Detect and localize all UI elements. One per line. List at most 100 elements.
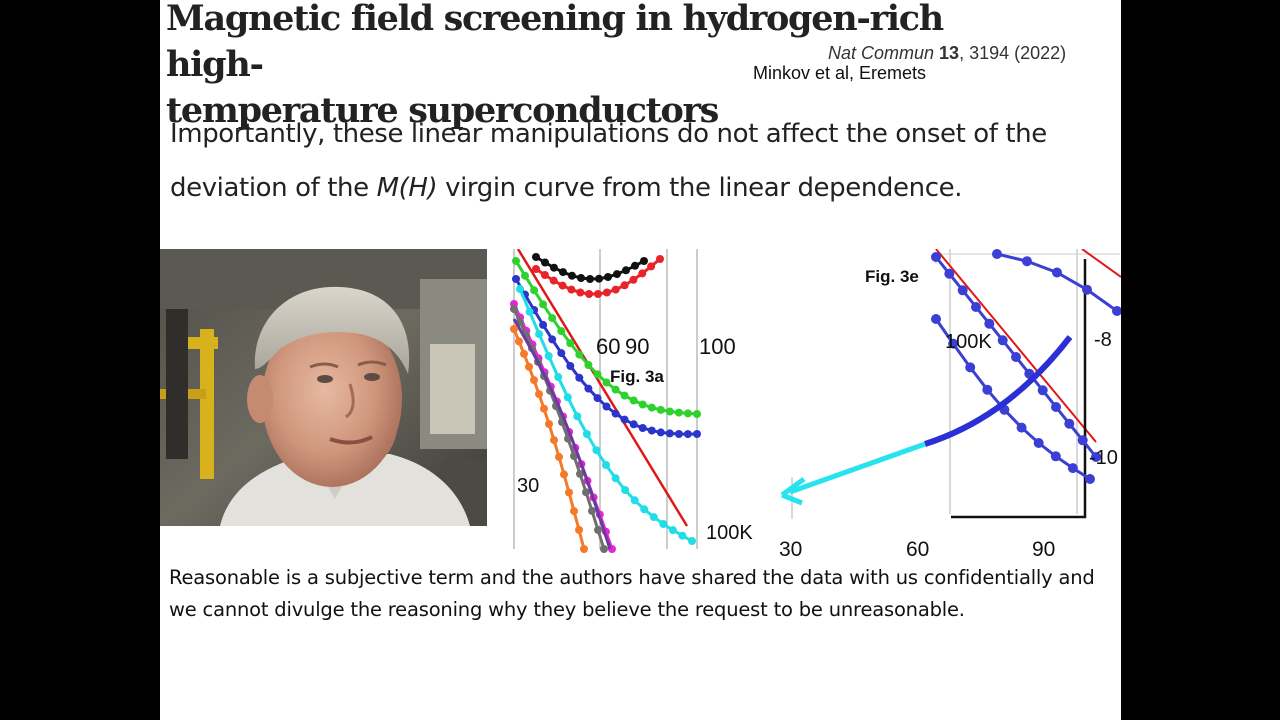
curve-3e-upper-point [997,335,1008,346]
curve-green-point [557,327,566,336]
curve-blue-point [566,362,575,370]
curve-green-point [593,370,602,379]
curve-black-point [541,258,549,267]
paper-title-line2: temperature superconductors [166,90,719,131]
curve-green-point [584,361,593,369]
curve-black-point [640,257,648,265]
fig-3a-tick-label: 90 [625,334,649,359]
curve-red-point [567,285,576,294]
curve-3e-lower-point [1016,422,1027,433]
journal-pages-year: , 3194 (2022) [959,43,1067,63]
curve-black-point [568,271,576,280]
highlight-arrow [789,441,926,495]
curve-3e-upper-point [1077,435,1088,446]
curve-green-point [521,271,529,280]
curve-orange-point [535,390,543,399]
curve-3e-upper-point [971,302,981,312]
curve-blue-point [557,349,566,358]
curve-orange-point [570,507,578,516]
curve-green-point [512,257,520,265]
journal-citation: Nat Commun 13, 3194 (2022) [828,43,1066,64]
curve-3e-lower-point [1067,463,1078,474]
quote-part1: Importantly, these linear manipulations … [170,119,1047,203]
curve-green-point [629,396,638,405]
curve-cyan-point [602,461,610,469]
quote-italic: M(H) [376,173,438,203]
curve-cyan-point [668,526,677,535]
curve-red-point [647,262,656,271]
curve-black-point [532,253,540,261]
fig-3e-curve-label: 100K [945,331,992,353]
curve-green-point [620,391,629,400]
curve-orange-point [580,545,588,553]
curve-black-point [550,263,558,272]
curve-3e-lower-point [965,362,976,373]
curve-3e-upper-point [1037,385,1048,396]
curve-green-point [548,314,557,323]
axis-frame [951,259,1087,519]
curve-red-point [576,288,585,297]
curve-green-point [530,286,539,295]
fit-line [516,249,689,527]
journal-name: Nat Commun [828,43,935,63]
curve-green-point [665,407,674,416]
curve-3e-top-point [1082,284,1092,295]
arrow-head-icon [780,476,806,506]
curve-green-point [638,400,647,409]
curve-cyan-point [544,352,553,360]
curve-3e-lower-point [1050,451,1061,462]
curve-3e-upper-point [1064,418,1075,429]
authors: Minkov et al, Eremets [753,63,927,83]
curve-orange-point [515,337,523,346]
curve-3e-lower-point [982,384,993,395]
journal-volume: 13 [939,43,960,63]
curve-orange-point [560,470,568,479]
curve-black-point [577,274,585,282]
curve-green-point [611,385,620,394]
fig-3e-x-tick: 30 [779,538,802,561]
statement-text: Reasonable is a subjective term and the … [169,566,1095,621]
curve-3e-upper-point [984,318,995,329]
curve-3e-top-point [992,249,1002,259]
curve-gray-point [594,525,602,534]
curve-gray-point [600,545,608,553]
curve-blue-point [611,409,620,418]
curve-red-point [629,275,638,284]
curve-blue-point [693,430,701,438]
curve-black-point [559,268,567,277]
curve-red-point [540,271,549,279]
curve-orange-point [525,362,533,371]
curve-blue-point [683,430,692,439]
fig-3e-panel [791,249,1121,519]
curve-gray-point [582,488,590,497]
curve-blue-point [665,429,674,438]
curve-gray [512,308,606,550]
fig-3a-curve-label: 100K [706,522,753,544]
curve-blue-point [548,335,557,344]
curve-orange-point [565,488,573,497]
curve-red-point [594,290,602,298]
curve-cyan-point [621,486,630,494]
curve-3e-upper-point [1051,402,1061,412]
curve-blue-point [593,394,602,403]
fig-3e-x-tick: 60 [906,538,929,561]
curve-green-point [647,403,656,412]
curve-cyan-point [611,474,620,483]
curve-cyan-point [535,330,544,339]
curve-cyan-point [554,373,563,382]
curve-green-point [683,409,692,418]
curve-gray-point [570,452,578,460]
curve-blue-point [539,320,548,329]
curve-blue-point [647,426,656,435]
curve-3e-lower [934,318,1091,481]
curve-cyan-point [688,537,696,545]
curve-blue-point [656,428,665,437]
curve-blue-point [575,373,584,382]
curve-blue-point [602,402,611,411]
curve-red-point [558,281,567,290]
fig-3e-y-tick: -8 [1094,329,1112,351]
curve-3e-top-point [1022,256,1032,267]
curve-cyan-point [630,496,639,505]
curve-blue-point [629,420,638,429]
fig-3a-tick-label: 60 [596,334,620,359]
